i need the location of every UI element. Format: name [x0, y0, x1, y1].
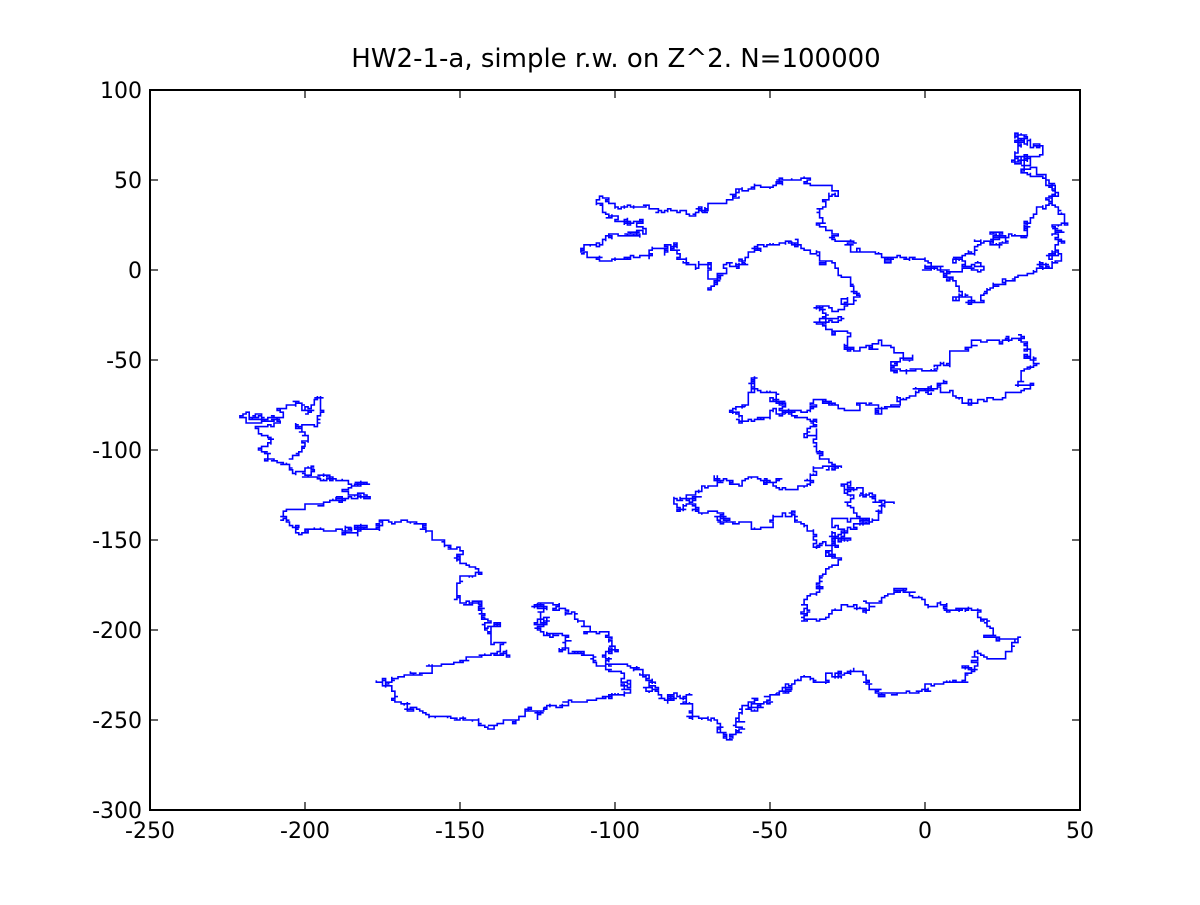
random-walk-path	[239, 132, 1069, 741]
y-tick-label: 0	[128, 259, 142, 284]
y-tick-label: 100	[100, 79, 142, 104]
y-tick-label: -100	[92, 439, 142, 464]
axes-frame	[149, 89, 1081, 811]
x-tick-label: 50	[1066, 819, 1094, 844]
y-tick-label: -50	[106, 349, 142, 374]
y-tick-label: 50	[114, 169, 142, 194]
y-tick-label: -200	[92, 619, 142, 644]
x-tick-label: -150	[435, 819, 485, 844]
x-tick-label: -200	[280, 819, 330, 844]
plot-area	[239, 132, 1069, 741]
x-tick-label: 0	[918, 819, 932, 844]
x-tick-label: -50	[752, 819, 788, 844]
y-tick-label: -250	[92, 709, 142, 734]
chart-title: HW2-1-a, simple r.w. on Z^2. N=100000	[351, 44, 880, 74]
x-tick-label: -100	[590, 819, 640, 844]
y-tick-label: -150	[92, 529, 142, 554]
x-tick-label: -250	[125, 819, 175, 844]
axes: -250 -200 -150 -100 -50 0 50-300-250-200-150-1…	[92, 79, 1094, 844]
y-tick-label: -300	[92, 799, 142, 824]
